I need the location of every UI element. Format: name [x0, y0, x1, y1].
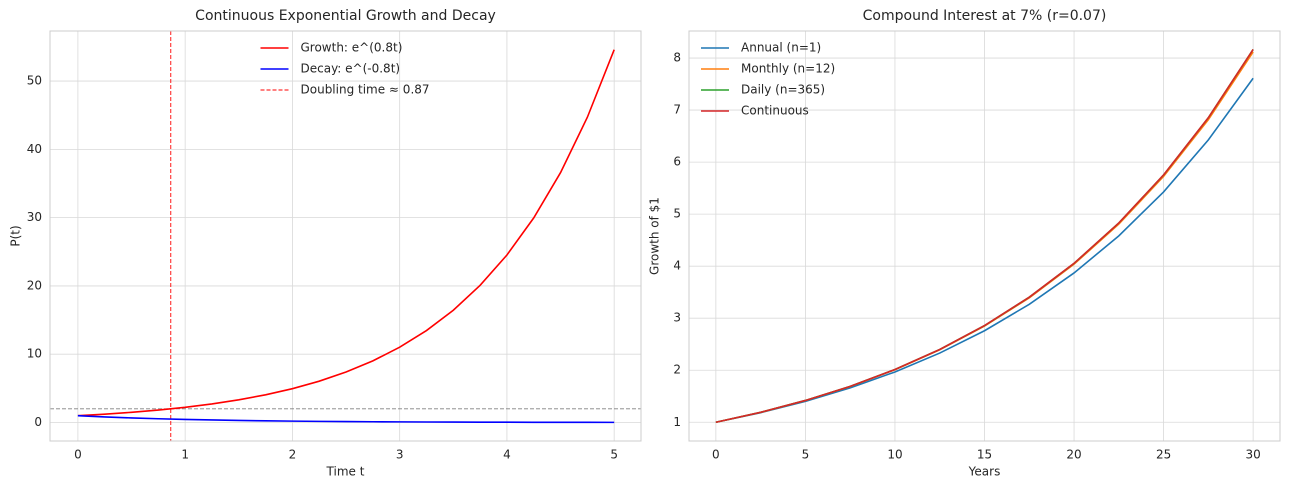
y-tick-label: 8 [673, 51, 681, 65]
x-tick-label: 5 [802, 448, 810, 462]
y-axis-label: Growth of $1 [648, 197, 662, 275]
x-tick-label: 25 [1156, 448, 1171, 462]
y-tick-label: 40 [27, 142, 42, 156]
legend-label: Monthly (n=12) [741, 62, 835, 76]
legend-label: Doubling time ≈ 0.87 [301, 83, 430, 97]
y-tick-label: 6 [673, 155, 681, 169]
x-tick-label: 0 [74, 448, 82, 462]
legend: Annual (n=1) Monthly (n=12) Daily (n=365) C… [701, 41, 835, 118]
y-tick-label: 20 [27, 278, 42, 292]
x-tick-label: 15 [977, 448, 992, 462]
x-tick-label: 30 [1245, 448, 1260, 462]
chart-title: Compound Interest at 7% (r=0.07) [863, 8, 1107, 24]
x-axis-label: Years [968, 465, 1001, 479]
x-tick-label: 1 [181, 448, 189, 462]
legend-label: Continuous [741, 104, 809, 118]
y-tick-label: 10 [27, 347, 42, 361]
data-line [77, 49, 615, 417]
legend-label: Decay: e^(-0.8t) [301, 62, 401, 76]
data-line [77, 414, 615, 424]
x-tick-label: 2 [289, 448, 297, 462]
x-tick-label: 4 [503, 448, 511, 462]
y-tick-label: 4 [673, 259, 681, 273]
y-tick-label: 50 [27, 74, 42, 88]
y-axis-label: P(t) [9, 225, 23, 246]
legend: Growth: e^(0.8t) Decay: e^(-0.8t) Doubling… [260, 41, 430, 97]
chart-title: Continuous Exponential Growth and Decay [195, 8, 496, 24]
y-tick-label: 5 [673, 207, 681, 221]
y-tick-label: 3 [673, 311, 681, 325]
axes-frame [688, 30, 1281, 442]
legend-label: Daily (n=365) [741, 83, 825, 97]
data-line [715, 48, 1254, 424]
legend-label: Growth: e^(0.8t) [301, 41, 403, 55]
y-tick-label: 2 [673, 363, 681, 377]
x-tick-label: 0 [712, 448, 720, 462]
x-tick-label: 20 [1066, 448, 1081, 462]
y-tick-label: 0 [34, 415, 42, 429]
axes: 0 5 10 15 20 25 30 1 2 3 4 5 6 7 8 Compound Interest at… [648, 8, 1281, 479]
y-tick-label: 30 [27, 210, 42, 224]
x-tick-label: 3 [396, 448, 404, 462]
legend-label: Annual (n=1) [741, 41, 821, 55]
x-axis-label: Time t [326, 465, 365, 479]
axes-frame [49, 30, 642, 442]
x-tick-label: 10 [887, 448, 902, 462]
x-tick-label: 5 [610, 448, 618, 462]
y-tick-label: 1 [673, 415, 681, 429]
y-tick-label: 7 [673, 103, 681, 117]
